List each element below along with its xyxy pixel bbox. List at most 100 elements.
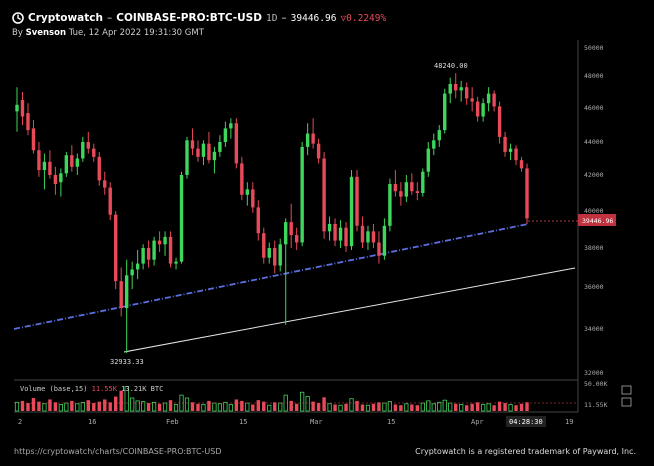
candle-body[interactable] [355, 176, 359, 226]
candle-body[interactable] [311, 133, 315, 144]
candle-body[interactable] [86, 142, 90, 149]
candle-body[interactable] [75, 158, 80, 167]
candle-body[interactable] [443, 93, 447, 131]
candle-body[interactable] [130, 269, 134, 276]
candle-body[interactable] [459, 87, 463, 91]
candle-body[interactable] [519, 160, 524, 169]
candle-body[interactable] [103, 180, 107, 188]
candle-body[interactable] [124, 275, 129, 308]
candle-body[interactable] [108, 187, 112, 215]
candle-body[interactable] [70, 155, 74, 167]
candle-body[interactable] [333, 223, 337, 241]
candle-body[interactable] [481, 103, 485, 117]
candle-body[interactable] [256, 207, 260, 234]
candle-body[interactable] [338, 227, 343, 241]
candle-body[interactable] [240, 163, 244, 195]
candle-body[interactable] [426, 148, 430, 172]
candle-body[interactable] [59, 173, 63, 183]
candle-body[interactable] [190, 140, 195, 149]
candle-body[interactable] [229, 123, 233, 129]
candle-body[interactable] [168, 236, 173, 264]
channel-trendline[interactable] [123, 267, 576, 353]
volume-panel-close-button[interactable] [621, 397, 632, 407]
candle-body[interactable] [464, 87, 469, 99]
candle-body[interactable] [492, 93, 496, 107]
candle-body[interactable] [37, 150, 41, 171]
candle-body[interactable] [64, 155, 69, 174]
candle-body[interactable] [497, 106, 502, 137]
candle-body[interactable] [185, 140, 189, 175]
support-trendline[interactable] [13, 223, 529, 330]
candle-body[interactable] [305, 133, 310, 147]
candle-body[interactable] [327, 223, 332, 232]
candle-body[interactable] [360, 225, 365, 243]
candle-body[interactable] [470, 98, 474, 102]
candle-body[interactable] [53, 175, 58, 184]
candle-body[interactable] [388, 184, 392, 226]
candle-body[interactable] [212, 151, 217, 161]
candle-body[interactable] [448, 84, 452, 94]
candle-body[interactable] [284, 222, 288, 245]
candle-body[interactable] [15, 104, 19, 112]
candle-body[interactable] [399, 191, 403, 197]
candle-body[interactable] [141, 248, 145, 264]
candle-body[interactable] [174, 261, 178, 264]
candle-body[interactable] [486, 93, 491, 104]
candle-body[interactable] [437, 130, 441, 141]
candle-body[interactable] [415, 191, 420, 193]
candle-body[interactable] [97, 156, 101, 181]
candle-body[interactable] [393, 184, 398, 192]
chart-url[interactable]: https://cryptowatch/charts/COINBASE-PRO:… [14, 447, 222, 456]
candle-body[interactable] [349, 176, 354, 247]
candle-body[interactable] [322, 158, 326, 232]
candle-body[interactable] [377, 242, 381, 256]
candle-body[interactable] [273, 248, 277, 266]
candle-body[interactable] [503, 136, 507, 152]
candle-body[interactable] [218, 142, 222, 152]
candle-body[interactable] [196, 148, 200, 157]
candle-body[interactable] [294, 235, 299, 243]
candle-body[interactable] [31, 128, 36, 151]
candle-body[interactable] [300, 146, 304, 243]
candle-body[interactable] [157, 240, 162, 245]
volume-panel-toggle-button[interactable] [621, 385, 632, 395]
candle-body[interactable] [179, 175, 184, 262]
candle-body[interactable] [48, 161, 52, 175]
candle-body[interactable] [454, 84, 458, 91]
candle-body[interactable] [114, 214, 118, 282]
candle-body[interactable] [20, 100, 25, 117]
candle-body[interactable] [508, 148, 513, 152]
candle-body[interactable] [201, 143, 206, 157]
candle-body[interactable] [26, 113, 30, 131]
candle-body[interactable] [316, 143, 321, 159]
candle-body[interactable] [135, 263, 140, 270]
candle-body[interactable] [421, 171, 425, 193]
candle-body[interactable] [245, 189, 250, 195]
candle-body[interactable] [514, 148, 518, 161]
candle-body[interactable] [404, 182, 409, 197]
candle-body[interactable] [432, 140, 436, 149]
candle-body[interactable] [207, 143, 211, 161]
candle-body[interactable] [410, 182, 414, 192]
candle-body[interactable] [366, 231, 370, 243]
candle-body[interactable] [525, 168, 529, 219]
candle-body[interactable] [163, 236, 167, 245]
candle-body[interactable] [262, 233, 266, 258]
candle-body[interactable] [251, 189, 255, 208]
candle-body[interactable] [475, 101, 480, 117]
candle-body[interactable] [371, 231, 376, 243]
candle-body[interactable] [81, 142, 85, 159]
candle-body[interactable] [278, 244, 282, 266]
candle-body[interactable] [267, 248, 271, 258]
candle-body[interactable] [344, 227, 348, 247]
candle-body[interactable] [223, 128, 228, 142]
candle-body[interactable] [234, 123, 239, 164]
candle-body[interactable] [146, 248, 151, 260]
candle-body[interactable] [42, 161, 47, 171]
candle-body[interactable] [119, 281, 123, 308]
candle-body[interactable] [382, 225, 387, 256]
candle-body[interactable] [92, 148, 96, 157]
candle-body[interactable] [152, 240, 156, 260]
candle-body[interactable] [289, 222, 293, 236]
